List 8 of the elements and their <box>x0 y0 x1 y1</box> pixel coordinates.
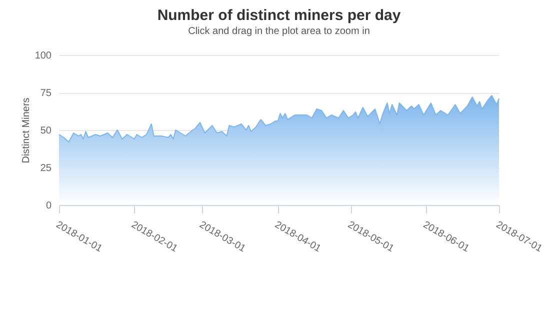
y-tick-label: 50 <box>40 126 52 136</box>
chart-title: Number of distinct miners per day <box>157 7 402 24</box>
chart-subtitle: Click and drag in the plot area to zoom in <box>188 26 370 37</box>
y-tick-label: 25 <box>40 163 52 174</box>
y-tick-label: 100 <box>34 50 52 62</box>
y-tick-label: 75 <box>40 88 52 99</box>
y-tick-label: 0 <box>46 200 52 212</box>
y-axis-title: Distinct Miners <box>20 98 32 164</box>
